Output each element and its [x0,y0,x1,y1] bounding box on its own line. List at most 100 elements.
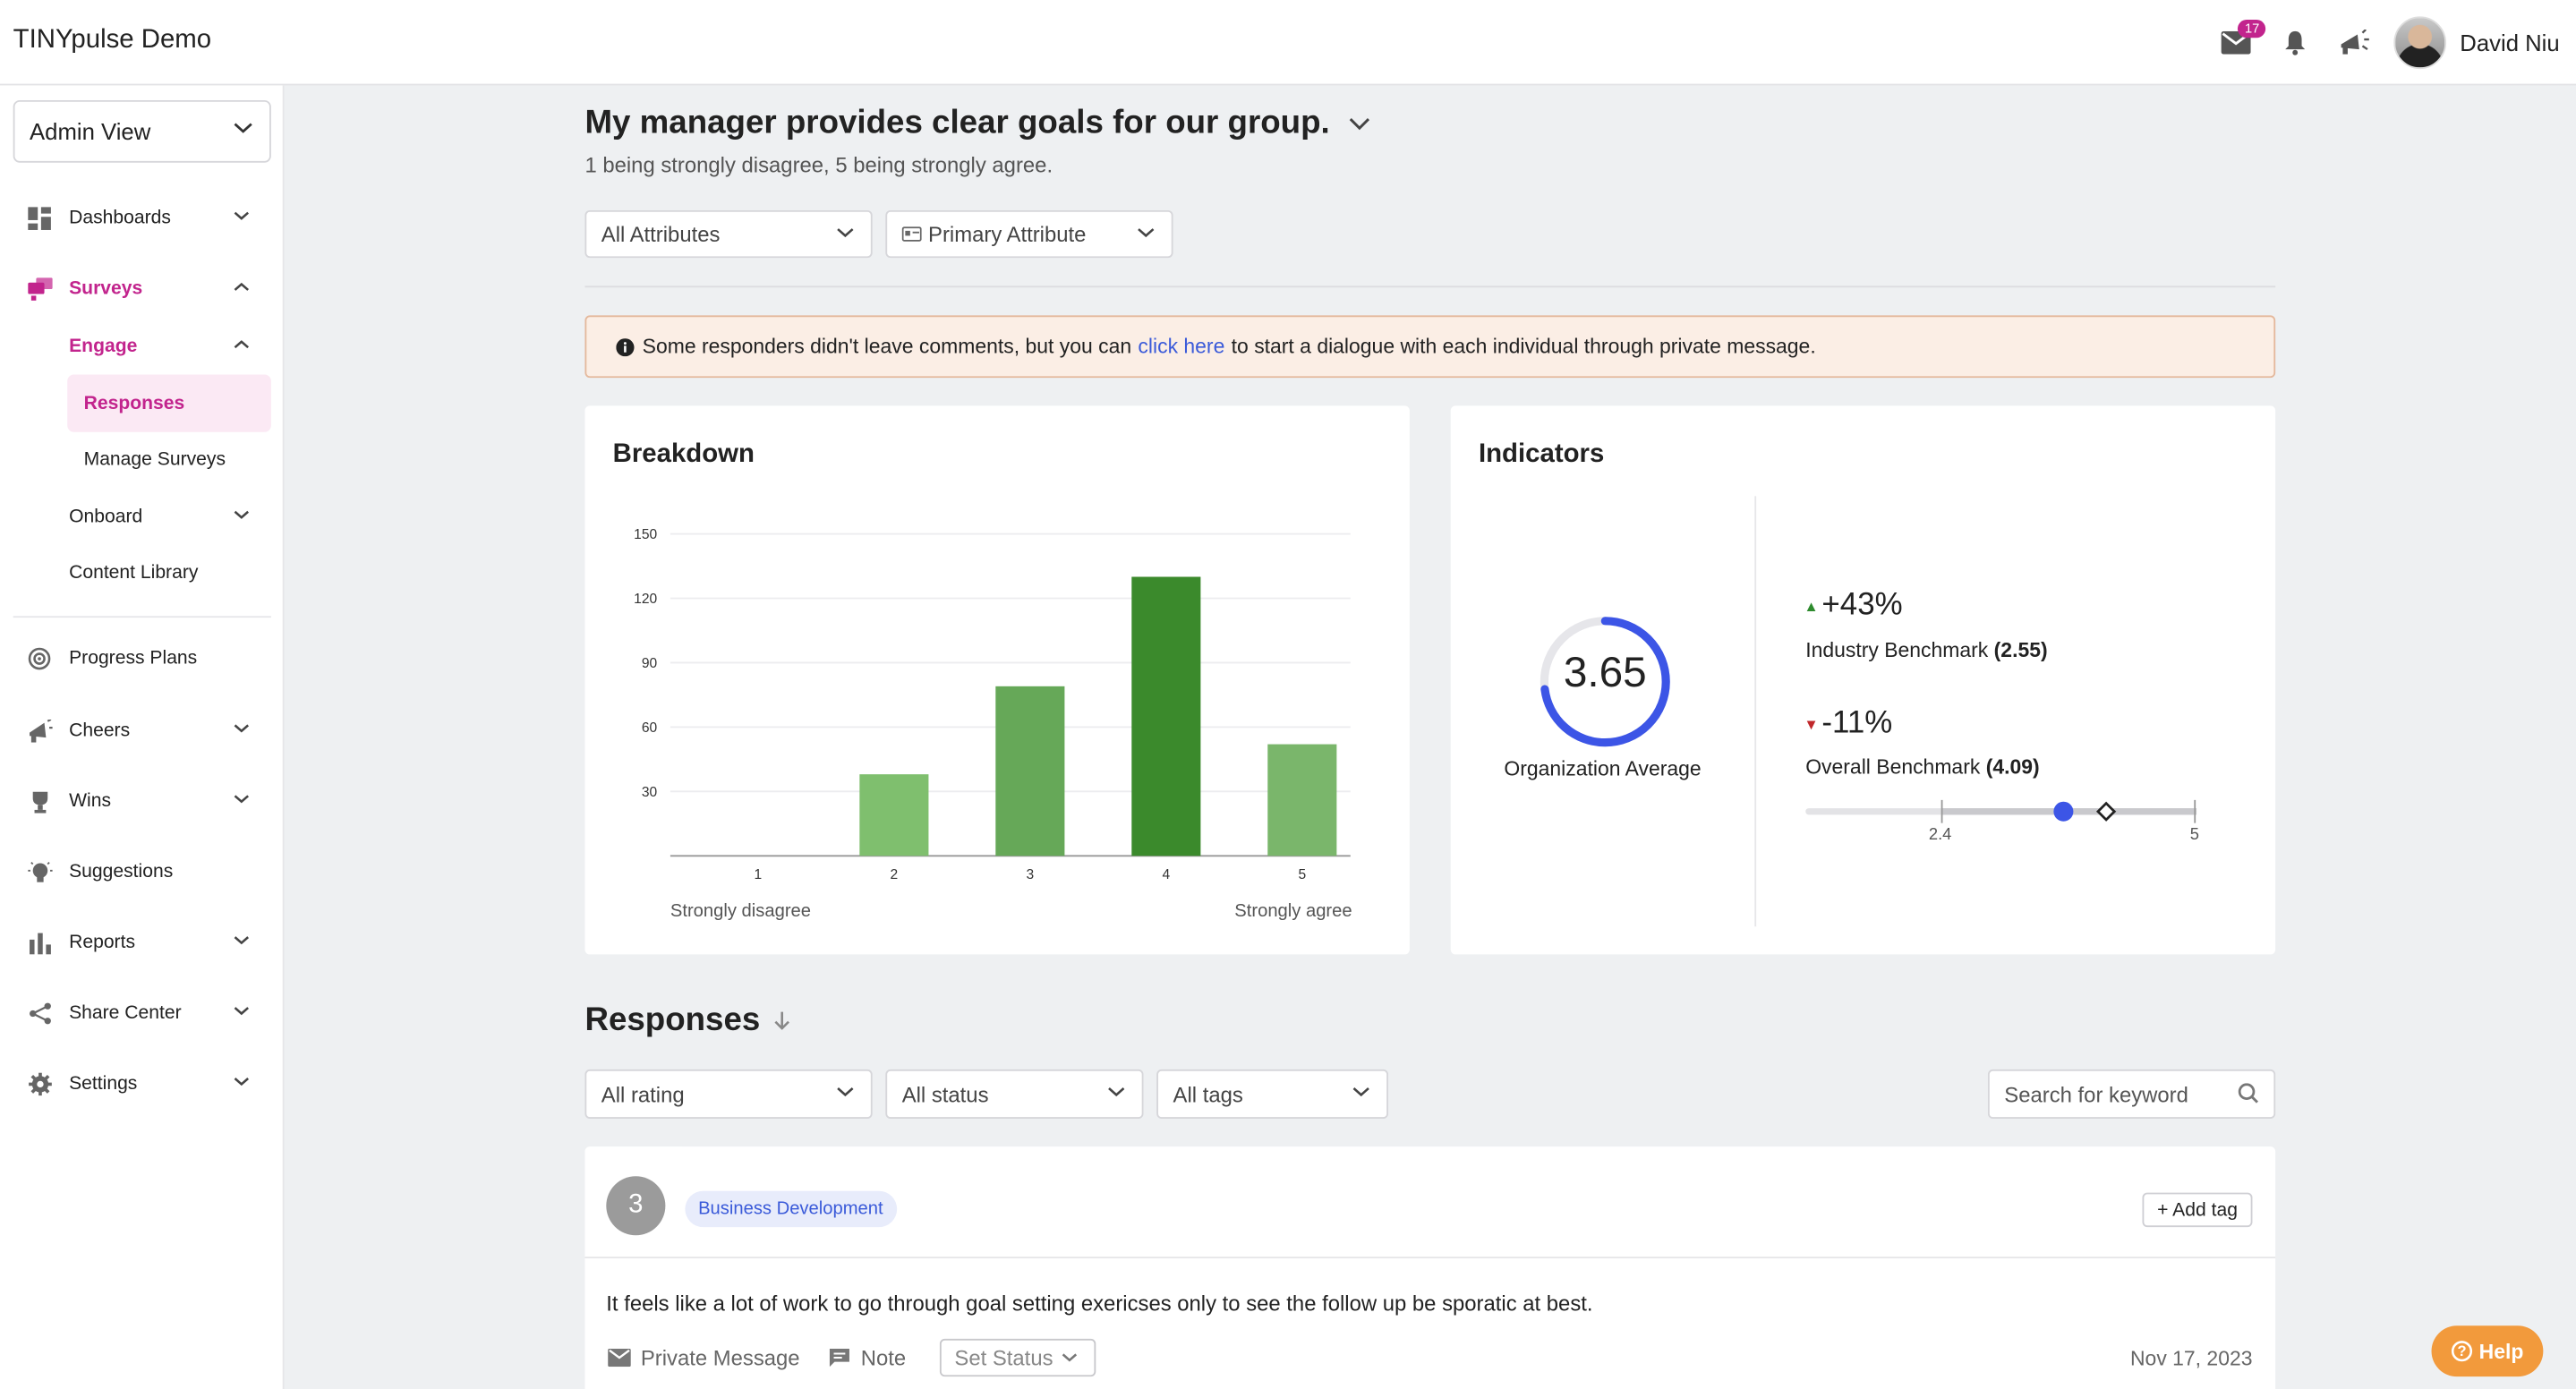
search-placeholder: Search for keyword [2004,1081,2188,1107]
sidebar-item-label: Suggestions [69,862,174,882]
chart-left-note: Strongly disagree [670,901,812,922]
rating-filter-value: All rating [601,1081,685,1107]
chevron-up-icon [234,282,250,291]
sidebar-item-label: Content Library [69,563,199,584]
target-icon [28,647,51,670]
sidebar-item-label: Surveys [69,279,143,300]
sidebar-item-onboard[interactable]: Onboard [0,494,285,540]
notifications-button[interactable] [2266,16,2325,69]
section-divider [584,285,2276,288]
slider-org-marker [2053,801,2074,822]
bar-3 [995,686,1065,856]
question-title-dropdown[interactable]: My manager provides clear goals for our … [584,105,1370,142]
set-status-dropdown[interactable]: Set Status [939,1338,1096,1377]
attributes-select[interactable]: All Attributes [584,209,873,259]
svg-text:?: ? [2457,1343,2466,1359]
tags-filter[interactable]: All tags [1156,1069,1388,1119]
industry-benchmark: Industry Benchmark (2.55) [1805,639,2047,662]
app-title: TINYpulse Demo [13,26,212,55]
view-select[interactable]: Admin View [13,99,271,163]
chevron-down-icon [837,228,854,238]
primary-attribute-value: Primary Attribute [928,221,1087,247]
chevron-down-icon [1349,118,1370,131]
chevron-down-icon [234,795,250,804]
response-tag[interactable]: Business Development [685,1190,897,1228]
bar-4 [1131,576,1201,856]
chevron-down-icon [234,724,250,733]
breakdown-title: Breakdown [612,439,755,469]
industry-pct: ▲ +43% [1804,588,1902,624]
overall-benchmark-value: (4.09) [1985,755,2040,780]
alert-text-before: Some responders didn't leave comments, b… [642,335,1132,359]
chevron-down-icon [1138,228,1155,238]
sidebar-item-reports[interactable]: Reports [0,920,285,966]
comment-icon [829,1348,849,1368]
slider-min-label: 2.4 [1928,826,1952,845]
sidebar-item-progress-plans[interactable]: Progress Plans [0,635,285,681]
help-label: Help [2478,1339,2524,1363]
tags-filter-value: All tags [1173,1081,1243,1107]
status-filter[interactable]: All status [885,1069,1144,1119]
user-name[interactable]: David Niu [2460,30,2560,56]
mail-icon [608,1348,631,1368]
sidebar-item-label: Cheers [69,720,131,741]
keyword-search-input[interactable]: Search for keyword [1987,1069,2276,1119]
comment-alert: Some responders didn't leave comments, b… [584,315,2276,379]
inbox-button[interactable]: 17 [2207,16,2266,69]
sidebar-item-suggestions[interactable]: Suggestions [0,849,285,895]
private-message-button[interactable]: Private Message [608,1345,800,1370]
sidebar-item-label: Reports [69,933,136,953]
help-button[interactable]: ? Help [2431,1325,2544,1377]
note-button[interactable]: Note [828,1345,906,1370]
chevron-down-icon [837,1087,854,1097]
up-arrow-icon: ▲ [1804,598,1819,615]
question-circle-icon: ? [2451,1341,2472,1362]
sidebar-item-label: Wins [69,791,112,812]
share-icon [30,1002,51,1025]
add-tag-button[interactable]: + Add tag [2142,1192,2253,1228]
y-tick-label: 30 [642,785,658,800]
overall-pct: ▼ -11% [1804,706,1892,742]
sidebar-item-settings[interactable]: Settings [0,1061,285,1107]
dashboard-icon [28,207,51,230]
sidebar-item-cheers[interactable]: Cheers [0,708,285,754]
y-tick-label: 120 [634,592,657,607]
alert-link[interactable]: click here [1138,335,1225,359]
sidebar-item-dashboards[interactable]: Dashboards [0,195,285,241]
x-tick-label: 4 [1162,867,1170,882]
question-title: My manager provides clear goals for our … [584,105,1330,141]
overall-benchmark: Overall Benchmark (4.09) [1805,755,2039,779]
benchmark-slider [1805,799,2197,823]
trophy-icon [32,791,48,814]
response-text: It feels like a lot of work to go throug… [606,1291,1593,1317]
sidebar-item-responses[interactable]: Responses [67,374,271,432]
sidebar-item-engage[interactable]: Engage [0,324,285,370]
sidebar-item-label: Share Center [69,1003,182,1024]
sidebar-item-manage-surveys[interactable]: Manage Surveys [0,437,285,482]
top-bar: TINYpulse Demo 17 David Niu [0,0,2576,86]
responses-title[interactable]: Responses [584,1002,790,1040]
mail-badge: 17 [2238,20,2266,38]
cheers-button[interactable] [2325,16,2384,69]
indicators-title: Indicators [1478,439,1605,469]
search-icon [2238,1083,2259,1104]
responses-title-text: Responses [584,1001,761,1039]
alert-text-after: to start a dialogue with each individual… [1231,335,1816,359]
chevron-down-icon [234,1078,250,1086]
primary-attribute-select[interactable]: Primary Attribute [885,209,1173,259]
sidebar-item-wins[interactable]: Wins [0,779,285,824]
user-avatar[interactable] [2393,16,2447,70]
indicator-divider [1754,496,1757,927]
gauge-arc [1540,617,1670,747]
slider-max-label: 5 [2189,826,2199,845]
rating-filter[interactable]: All rating [584,1069,873,1119]
bar-5 [1267,744,1337,856]
sidebar-item-share-center[interactable]: Share Center [0,991,285,1036]
question-subtitle: 1 being strongly disagree, 5 being stron… [584,152,1053,178]
sidebar-item-surveys[interactable]: Surveys [0,266,285,311]
sidebar-item-content-library[interactable]: Content Library [0,550,285,596]
y-tick-label: 150 [634,527,657,542]
chevron-up-icon [234,340,250,349]
breakdown-card: Breakdown 30 60 90 120 150 1 2 3 4 5 Strongly dis… [584,405,1410,955]
